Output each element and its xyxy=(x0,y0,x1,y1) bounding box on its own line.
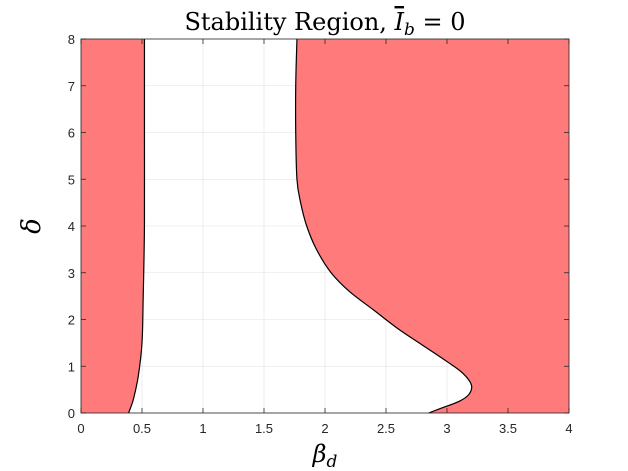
unstable-region-left xyxy=(81,39,145,413)
y-tick-label: 0 xyxy=(68,406,75,421)
ticks xyxy=(80,38,570,414)
x-tick-label: 3.5 xyxy=(499,421,517,436)
x-tick-label: 2.5 xyxy=(377,421,395,436)
x-tick-label: 1 xyxy=(199,421,206,436)
y-tick-label: 4 xyxy=(68,219,75,234)
boundary-curve-right xyxy=(294,38,473,414)
y-tick-label: 7 xyxy=(68,79,75,94)
y-tick-labels: 0 1 2 3 4 5 6 7 8 xyxy=(68,32,75,421)
x-tick-label: 2 xyxy=(321,421,328,436)
y-tick-label: 6 xyxy=(68,126,75,141)
y-tick-label: 3 xyxy=(68,266,75,281)
boundary-curves xyxy=(128,38,473,414)
x-tick-label: 0.5 xyxy=(133,421,151,436)
unstable-region xyxy=(81,39,569,413)
unstable-region-right xyxy=(295,39,569,413)
y-tick-label: 2 xyxy=(68,313,75,328)
boundary-curve-left xyxy=(128,39,146,414)
x-tick-label: 4 xyxy=(565,421,572,436)
x-tick-label: 0 xyxy=(77,421,84,436)
y-tick-label: 5 xyxy=(68,172,75,187)
y-tick-label: 8 xyxy=(68,32,75,47)
chart-title: Stability Region, Ib = 0 xyxy=(184,8,465,40)
y-axis-label: δ xyxy=(17,218,47,234)
x-tick-label: 1.5 xyxy=(255,421,273,436)
y-tick-label: 1 xyxy=(68,359,75,374)
x-tick-label: 3 xyxy=(443,421,450,436)
x-axis-label: βd xyxy=(312,440,338,471)
x-tick-labels: 0 0.5 1 1.5 2 2.5 3 3.5 4 xyxy=(77,421,572,436)
